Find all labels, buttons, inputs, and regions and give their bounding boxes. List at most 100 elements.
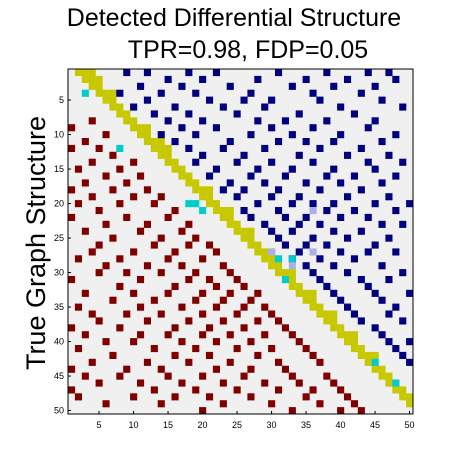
- true-edge-cell-49-30: [268, 400, 276, 408]
- detected-edge-cell-6-29: [261, 103, 269, 111]
- diagonal-cell-8-9: [123, 117, 131, 125]
- diagonal-cell-40-42: [350, 338, 358, 346]
- diagonal-cell-16-17: [178, 172, 186, 180]
- detected-edge-cell-7-18: [185, 110, 193, 118]
- diagonal-cell-22-24: [226, 213, 234, 221]
- detected-edge-cell-30-41: [344, 269, 352, 277]
- detected-edge-cell-2-28: [254, 75, 262, 83]
- true-edge-cell-48-2: [74, 393, 82, 401]
- detected-edge-cell-15-39: [330, 165, 338, 173]
- diagonal-cell-8-10: [130, 117, 138, 125]
- true-edge-cell-47-19: [192, 386, 200, 394]
- diagonal-cell-24-25: [233, 227, 241, 235]
- diagonal-cell-45-46: [378, 372, 386, 380]
- detected-edge-cell-14-25: [233, 158, 241, 166]
- detected-edge-cell-26-35: [302, 241, 310, 249]
- true-edge-cell-36-9: [123, 310, 131, 318]
- true-edge-cell-44-22: [212, 365, 220, 373]
- true-edge-cell-21-5: [95, 207, 103, 215]
- detected-edge-cell-2-41: [344, 75, 352, 83]
- detected-edge-cell-16-21: [206, 172, 214, 180]
- diagonal-cell-47-49: [399, 386, 407, 394]
- true-edge-cell-28-2: [74, 255, 82, 263]
- true-edge-cell-38-32: [281, 324, 289, 332]
- detected-edge-cell-7-25: [233, 110, 241, 118]
- diagonal-cell-29-31: [275, 262, 283, 270]
- missed-edge-cell-27-36: [309, 248, 317, 256]
- detected-edge-cell-30-36: [309, 269, 317, 277]
- detected-edge-cell-1-12: [143, 69, 151, 77]
- x-tick-label-50: 50: [405, 420, 415, 430]
- diagonal-cell-23-24: [226, 220, 234, 228]
- diagonal-cell-2-3: [81, 75, 89, 83]
- detected-edge-cell-5-30: [268, 96, 276, 104]
- true-edge-cell-34-19: [192, 296, 200, 304]
- detected-edge-cell-36-42: [350, 310, 358, 318]
- diagonal-cell-44-46: [378, 365, 386, 373]
- true-edge-cell-45-15: [164, 372, 172, 380]
- diagonal-cell-33-36: [309, 289, 317, 297]
- detected-edge-cell-10-40: [337, 131, 345, 139]
- true-edge-cell-48-21: [206, 393, 214, 401]
- detected-edge-cell-5-26: [240, 96, 248, 104]
- detected-edge-cell-4-19: [192, 89, 200, 97]
- x-tick-label-30: 30: [267, 420, 277, 430]
- detected-edge-cell-8-45: [371, 117, 379, 125]
- detected-edge-cell-27-40: [337, 248, 345, 256]
- detected-edge-cell-10-48: [392, 131, 400, 139]
- true-edge-cell-44-9: [123, 365, 131, 373]
- detected-edge-cell-25-41: [344, 234, 352, 242]
- diagonal-cell-27-28: [254, 248, 262, 256]
- true-edge-cell-47-31: [275, 386, 283, 394]
- true-edge-cell-37-23: [219, 317, 227, 325]
- detected-edge-cell-28-42: [350, 255, 358, 263]
- detected-edge-cell-20-36: [309, 200, 317, 208]
- diagonal-cell-31-33: [288, 276, 296, 284]
- diagonal-cell-30-31: [275, 269, 283, 277]
- detected-edge-cell-15-45: [371, 165, 379, 173]
- detected-edge-cell-13-20: [199, 151, 207, 159]
- detected-edge-cell-23-29: [261, 220, 269, 228]
- detected-edge-cell-6-16: [171, 103, 179, 111]
- detected-edge-cell-9-22: [212, 124, 220, 132]
- detected-edge-cell-14-36: [309, 158, 317, 166]
- diagonal-cell-32-34: [295, 282, 303, 290]
- diagonal-cell-9-11: [137, 124, 145, 132]
- true-edge-cell-22-15: [164, 213, 172, 221]
- false-positive-cell-20-18: [185, 200, 193, 208]
- detected-edge-cell-27-34: [295, 248, 303, 256]
- true-edge-cell-44-32: [281, 365, 289, 373]
- detected-edge-cell-18-43: [357, 186, 365, 194]
- true-edge-cell-47-13: [150, 386, 158, 394]
- diagonal-cell-25-26: [240, 234, 248, 242]
- x-tick-label-40: 40: [336, 420, 346, 430]
- true-edge-cell-25-14: [157, 234, 165, 242]
- detected-edge-cell-1-44: [364, 69, 372, 77]
- detected-edge-cell-8-38: [323, 117, 331, 125]
- detected-edge-cell-30-49: [399, 269, 407, 277]
- diagonal-cell-48-50: [406, 393, 414, 401]
- diagonal-cell-39-41: [344, 331, 352, 339]
- true-edge-cell-39-11: [137, 331, 145, 339]
- true-edge-cell-41-19: [192, 345, 200, 353]
- diagonal-cell-19-20: [199, 193, 207, 201]
- detected-edge-cell-26-32: [281, 241, 289, 249]
- diagonal-cell-20-22: [212, 200, 220, 208]
- detected-edge-cell-29-39: [330, 262, 338, 270]
- detected-edge-cell-23-34: [295, 220, 303, 228]
- true-edge-cell-32-22: [212, 282, 220, 290]
- true-edge-cell-15-8: [116, 165, 124, 173]
- detected-edge-cell-26-38: [323, 241, 331, 249]
- true-edge-cell-50-20: [199, 407, 207, 415]
- diagonal-cell-7-8: [116, 110, 124, 118]
- diagonal-cell-38-39: [330, 324, 338, 332]
- true-edge-cell-24-17: [178, 227, 186, 235]
- true-edge-cell-23-6: [102, 220, 110, 228]
- detected-edge-cell-22-32: [281, 213, 289, 221]
- diagonal-cell-1-4: [88, 69, 96, 77]
- detected-edge-cell-24-33: [288, 227, 296, 235]
- true-edge-cell-46-39: [330, 379, 338, 387]
- diagonal-cell-9-12: [143, 124, 151, 132]
- detected-edge-cell-5-21: [206, 96, 214, 104]
- true-edge-cell-42-36: [309, 351, 317, 359]
